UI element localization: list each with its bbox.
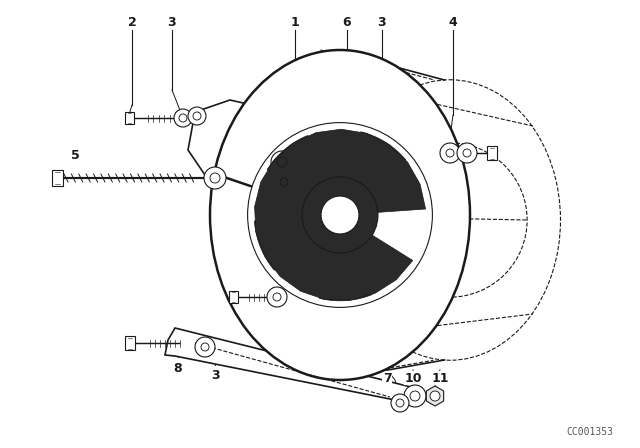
- Text: 11: 11: [431, 371, 449, 384]
- Polygon shape: [165, 328, 420, 405]
- Polygon shape: [188, 100, 300, 192]
- Text: 7: 7: [383, 371, 392, 384]
- Text: 3: 3: [378, 16, 387, 29]
- Text: 10: 10: [404, 371, 422, 384]
- Polygon shape: [268, 135, 326, 195]
- Circle shape: [404, 385, 426, 407]
- Circle shape: [275, 173, 293, 191]
- Circle shape: [271, 151, 293, 173]
- Bar: [487, 146, 497, 160]
- Text: 8: 8: [173, 362, 182, 375]
- Bar: [125, 112, 134, 124]
- Text: 1: 1: [291, 16, 300, 29]
- Circle shape: [440, 143, 460, 163]
- Circle shape: [174, 109, 192, 127]
- Circle shape: [267, 287, 287, 307]
- Text: 3: 3: [168, 16, 176, 29]
- Circle shape: [430, 391, 440, 401]
- Text: 3: 3: [211, 369, 220, 382]
- Text: 5: 5: [70, 148, 79, 161]
- Polygon shape: [426, 386, 444, 406]
- Circle shape: [457, 143, 477, 163]
- Circle shape: [248, 123, 433, 307]
- Bar: [52, 170, 63, 186]
- Text: 2: 2: [127, 16, 136, 29]
- Circle shape: [302, 177, 378, 253]
- Bar: [125, 336, 135, 350]
- Circle shape: [195, 337, 215, 357]
- Text: CC001353: CC001353: [566, 427, 614, 437]
- Polygon shape: [255, 129, 426, 300]
- Polygon shape: [235, 288, 285, 316]
- Circle shape: [188, 107, 206, 125]
- Circle shape: [321, 196, 359, 234]
- Circle shape: [391, 394, 409, 412]
- Polygon shape: [255, 218, 311, 270]
- Bar: [229, 291, 238, 303]
- Ellipse shape: [210, 50, 470, 380]
- Text: 9: 9: [258, 311, 266, 324]
- Polygon shape: [349, 132, 406, 190]
- Polygon shape: [319, 250, 372, 301]
- Text: 4: 4: [449, 16, 458, 29]
- Text: 6: 6: [342, 16, 351, 29]
- Circle shape: [204, 167, 226, 189]
